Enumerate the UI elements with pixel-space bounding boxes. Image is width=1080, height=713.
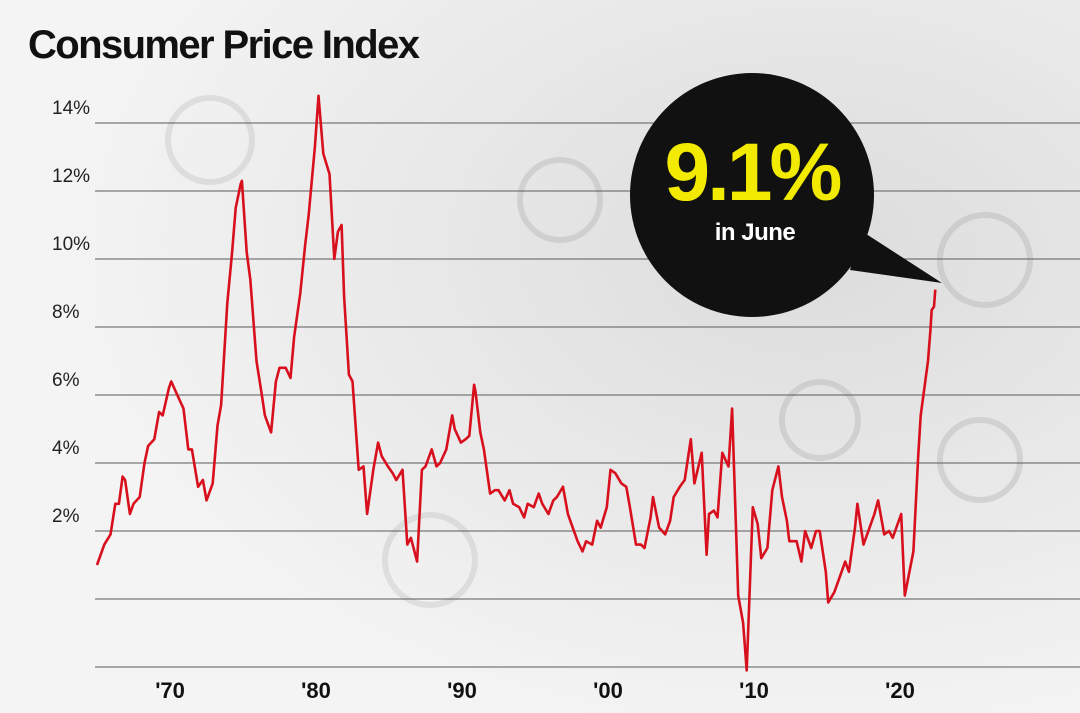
x-tick-label: '20: [885, 678, 915, 703]
background-texture: [165, 95, 1033, 608]
y-tick-label: 12%: [52, 166, 90, 187]
y-tick-label: 8%: [52, 302, 80, 323]
x-tick-label: '90: [447, 678, 477, 703]
x-tick-label: '80: [301, 678, 331, 703]
annotation-bubble: 9.1% in June: [630, 73, 942, 317]
x-tick-label: '00: [593, 678, 623, 703]
bubble-tail: [850, 230, 942, 283]
chart-title: Consumer Price Index: [28, 23, 420, 67]
annotation-text: in June: [715, 219, 796, 246]
x-tick-label: '70: [155, 678, 185, 703]
y-tick-label: 2%: [52, 506, 80, 527]
y-tick-label: 14%: [52, 98, 90, 119]
y-tick-label: 6%: [52, 370, 80, 391]
y-tick-label: 10%: [52, 234, 90, 255]
y-tick-label: 4%: [52, 438, 80, 459]
annotation-value: 9.1%: [665, 127, 841, 218]
bubble: [630, 73, 874, 317]
cpi-line: [95, 94, 937, 672]
x-tick-label: '10: [739, 678, 769, 703]
